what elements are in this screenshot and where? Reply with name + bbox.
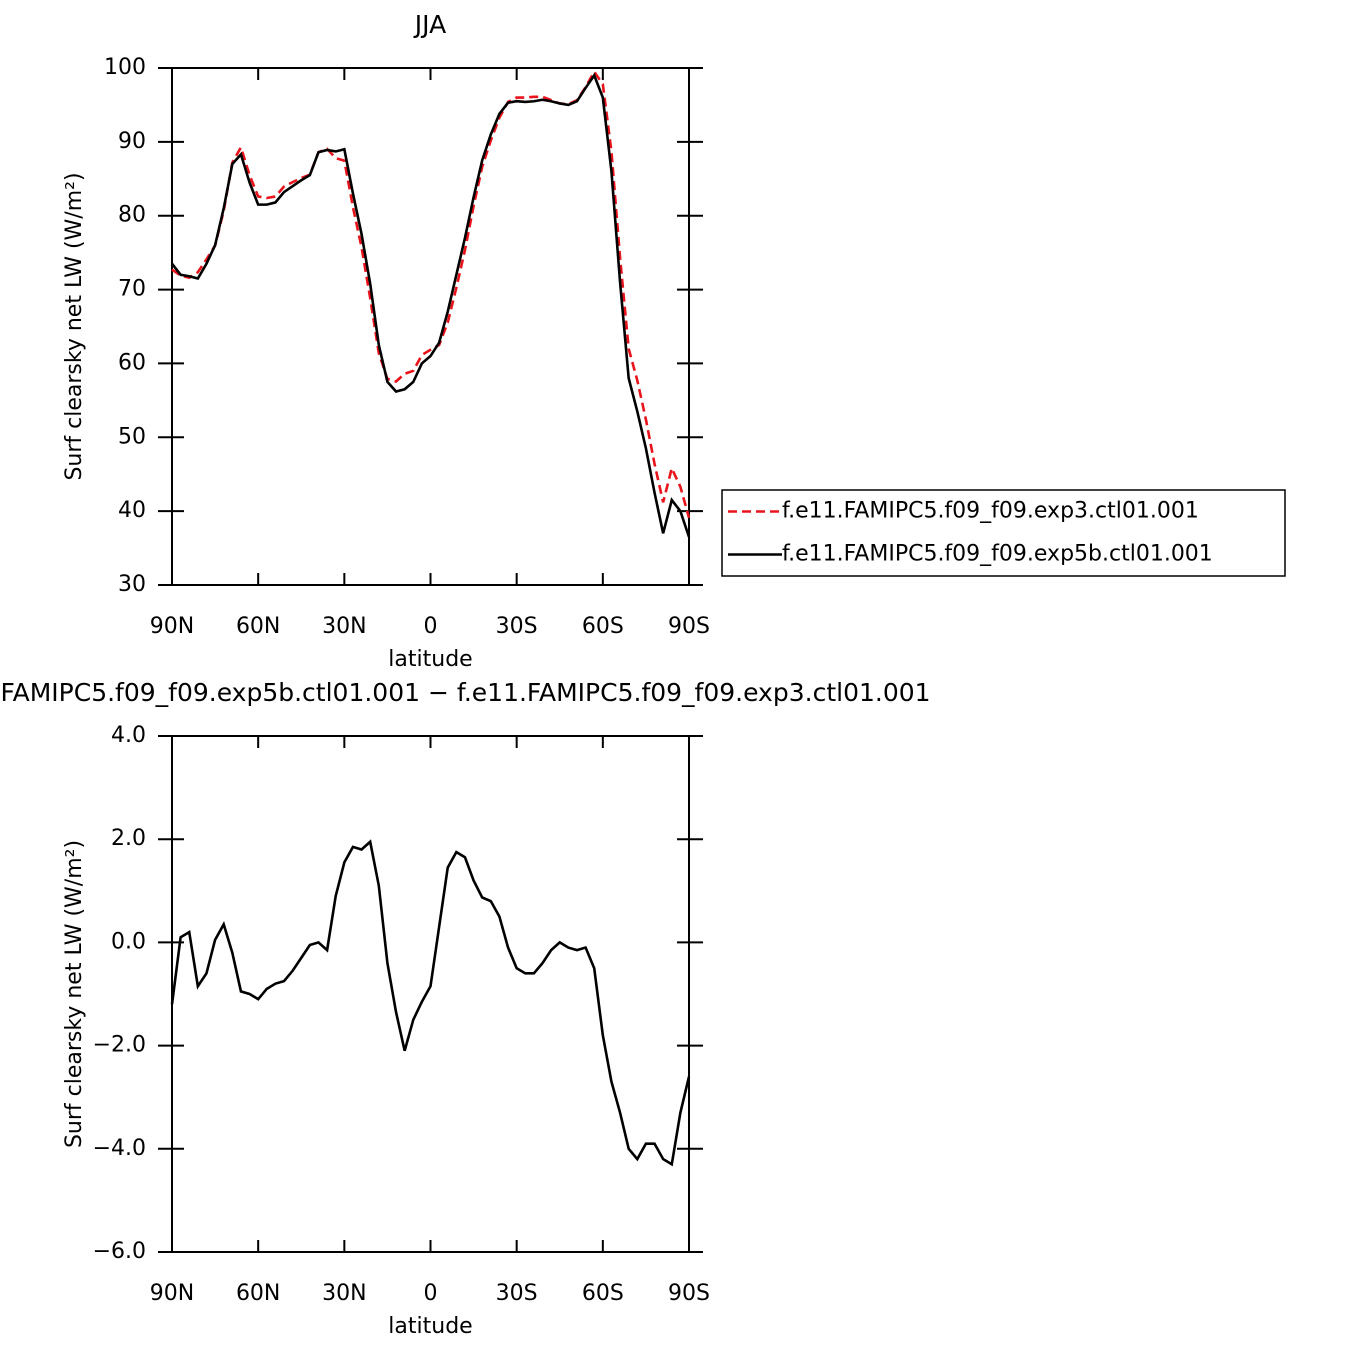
legend-label: f.e11.FAMIPC5.f09_f09.exp5b.ctl01.001 (782, 542, 1213, 567)
x-tick-label: 90N (150, 1281, 194, 1306)
x-tick-label: 60S (582, 1281, 624, 1306)
x-axis-label: latitude (388, 1314, 472, 1339)
y-tick-label: 2.0 (111, 826, 146, 851)
x-tick-label: 0 (424, 1281, 438, 1306)
y-tick-label: −4.0 (93, 1136, 146, 1161)
y-tick-label: 80 (118, 203, 146, 228)
x-tick-label: 60N (236, 1281, 280, 1306)
y-axis-label: Surf clearsky net LW (W/m²) (62, 172, 87, 480)
x-axis-label: latitude (388, 647, 472, 672)
x-tick-label: 60N (236, 614, 280, 639)
x-tick-label: 90N (150, 614, 194, 639)
x-tick-label: 0 (424, 614, 438, 639)
x-tick-label: 60S (582, 614, 624, 639)
x-tick-label: 30N (322, 614, 366, 639)
data-line (170, 72, 691, 538)
y-tick-label: 100 (104, 55, 146, 80)
y-tick-label: 50 (118, 424, 146, 449)
y-tick-label: 40 (118, 498, 146, 523)
plot-frame (171, 735, 690, 1253)
x-tick-label: 30S (496, 614, 538, 639)
y-tick-label: −2.0 (93, 1033, 146, 1058)
x-tick-label: 30S (496, 1281, 538, 1306)
x-tick-label: 30N (322, 1281, 366, 1306)
y-tick-label: 70 (118, 277, 146, 302)
y-tick-label: −6.0 (93, 1239, 146, 1264)
y-tick-label: 90 (118, 129, 146, 154)
y-tick-label: 30 (118, 572, 146, 597)
x-tick-label: 90S (668, 614, 710, 639)
y-tick-label: 4.0 (111, 723, 146, 748)
plot-frame (171, 67, 690, 586)
y-axis-label: Surf clearsky net LW (W/m²) (62, 840, 87, 1148)
chart-title: f.e11.FAMIPC5.f09_f09.exp5b.ctl01.001 − … (0, 678, 931, 707)
data-line (171, 69, 691, 519)
chart-title: JJA (413, 10, 446, 39)
data-line (170, 839, 691, 1167)
x-tick-label: 90S (668, 1281, 710, 1306)
y-tick-label: 0.0 (111, 929, 146, 954)
y-tick-label: 60 (118, 350, 146, 375)
legend-box (721, 489, 1286, 577)
legend-label: f.e11.FAMIPC5.f09_f09.exp3.ctl01.001 (782, 499, 1199, 524)
